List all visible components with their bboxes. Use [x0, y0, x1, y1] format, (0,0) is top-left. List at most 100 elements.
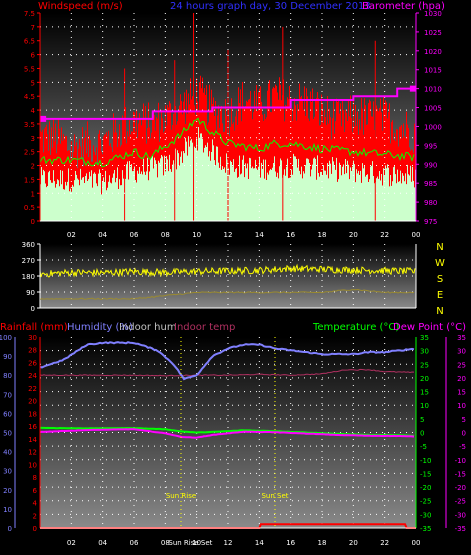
avg-wind-line	[39, 117, 415, 168]
legend-humidity: Humidity (%)	[67, 322, 133, 333]
humidity-tick-label: 90	[3, 353, 12, 361]
dew-tick-label: -20	[455, 484, 466, 492]
x-tick-label: 20	[349, 231, 358, 239]
sunrise-label: Sun Rise	[166, 492, 196, 500]
humidity-line	[39, 341, 415, 381]
x-tick-label: 08	[161, 539, 170, 547]
dew-tick-label: 15	[457, 389, 466, 397]
rain-tick-label: 16	[28, 423, 37, 431]
compass-label: N	[436, 242, 443, 253]
legend-indoor-temp: Indoor temp	[174, 322, 235, 333]
wind-left-tick-label: 7	[31, 24, 35, 32]
wind-left-tick-label: 1.5	[24, 176, 35, 184]
dew-tick-label: -25	[455, 498, 466, 506]
wind-panel: 0 0.5 1 1.5 2 2.5 3 3.5 4 4.5 5 5.5 6 6.5 7 7.5 975 980 98…	[24, 10, 442, 239]
dew-tick-label: 5	[462, 416, 466, 424]
direction-left-tick-label: 270	[22, 257, 35, 265]
direction-left-tick-label: 180	[22, 273, 35, 281]
sunset-label: Sun Set	[261, 492, 288, 500]
wind-left-tick-label: 3	[31, 135, 35, 143]
rain-tick-label: 10	[28, 461, 37, 469]
x-tick-label: 12	[224, 539, 233, 547]
wind-left-tick-label: 5.5	[24, 65, 35, 73]
x-tick-label: 20	[349, 539, 358, 547]
dew-tick-label: -5	[459, 443, 466, 451]
rain-tick-label: 24	[28, 372, 37, 380]
rain-tick-label: 4	[33, 500, 38, 508]
x-tick-label: 14	[255, 231, 264, 239]
humidity-tick-label: 40	[3, 449, 12, 457]
temp-tick-label: -30	[420, 511, 431, 519]
indoor-hum-line	[39, 288, 415, 300]
compass-label: E	[437, 290, 443, 301]
temp-tick-label: -35	[420, 525, 431, 533]
x-tick-label: 06	[130, 231, 139, 239]
temp-tick-label: 15	[420, 389, 429, 397]
dew-tick-label: -35	[455, 525, 466, 533]
temp-tick-label: -25	[420, 498, 431, 506]
wind-left-tick-label: 0	[31, 218, 35, 226]
baro-right-tick-label: 985	[424, 180, 437, 188]
temp-tick-label: -10	[420, 457, 431, 465]
humidity-tick-label: 10	[3, 506, 12, 514]
wind-left-tick-label: 2	[31, 163, 35, 171]
barometer-line	[40, 87, 416, 120]
direction-line	[39, 263, 416, 278]
legend-dew-point: Dew Point (°C)	[393, 322, 466, 333]
x-tick-label: 00	[412, 231, 421, 239]
legend-temperature: Temperature (°C)	[312, 322, 399, 333]
humidity-tick-label: 20	[3, 487, 12, 495]
baro-right-tick-label: 980	[424, 199, 437, 207]
rain-tick-label: 30	[28, 334, 37, 342]
baro-right-tick-label: 1015	[424, 67, 442, 75]
direction-plot-area	[40, 244, 416, 308]
rain-tick-label: 20	[28, 398, 37, 406]
rain-tick-label: 6	[33, 487, 38, 495]
temp-tick-label: 25	[420, 361, 429, 369]
baro-right-tick-label: 1025	[424, 29, 442, 37]
temp-tick-label: -15	[420, 470, 431, 478]
x-tick-label: 10	[192, 539, 201, 547]
temperature-panel: Sun Rise Sun Set0102030405060708090100024…	[0, 288, 466, 547]
direction-left-tick-label: 360	[22, 241, 35, 249]
baro-right-tick-label: 995	[424, 142, 437, 150]
temp-tick-label: 20	[420, 375, 429, 383]
baro-right-tick-label: 1030	[424, 10, 442, 18]
rain-tick-label: 2	[33, 512, 37, 520]
x-tick-label: 12	[224, 231, 233, 239]
dew-tick-label: 30	[457, 348, 466, 356]
rain-tick-label: 26	[28, 359, 37, 367]
wind-left-tick-label: 5	[31, 79, 35, 87]
dew-tick-label: -10	[455, 457, 466, 465]
humidity-tick-label: 60	[3, 410, 12, 418]
x-tick-label: 16	[286, 539, 295, 547]
temp-tick-label: 5	[420, 416, 424, 424]
wind-left-tick-label: 3.5	[24, 121, 35, 129]
humidity-tick-label: 100	[0, 334, 12, 342]
direction-left-tick-label: 0	[31, 305, 35, 313]
wind-left-tick-label: 4.5	[24, 93, 35, 101]
rain-tick-label: 8	[33, 474, 37, 482]
rain-tick-label: 18	[28, 410, 37, 418]
barometer-start-marker	[40, 115, 47, 122]
dew-tick-label: 20	[457, 375, 466, 383]
humidity-tick-label: 30	[3, 468, 12, 476]
barometer-end-marker	[409, 85, 416, 92]
x-tick-label: 22	[380, 231, 389, 239]
wind-left-tick-label: 1	[31, 190, 35, 198]
dew-tick-label: 35	[457, 334, 466, 342]
legend-rainfall: Rainfall (mm)	[0, 322, 68, 333]
x-tick-label: 04	[98, 539, 107, 547]
rain-tick-label: 0	[33, 525, 37, 533]
baro-right-tick-label: 1005	[424, 105, 442, 113]
temp-tick-label: -5	[420, 443, 427, 451]
direction-left-tick-label: 90	[26, 289, 35, 297]
x-tick-label: 16	[286, 231, 295, 239]
x-tick-label: 04	[98, 231, 107, 239]
graph-title: 24 hours graph day, 30 December 2013	[170, 1, 371, 12]
baro-right-tick-label: 975	[424, 218, 437, 226]
legend-indoor-hum: Indoor hum	[119, 322, 177, 333]
dew-tick-label: -30	[455, 511, 466, 519]
x-tick-label: 02	[67, 539, 76, 547]
